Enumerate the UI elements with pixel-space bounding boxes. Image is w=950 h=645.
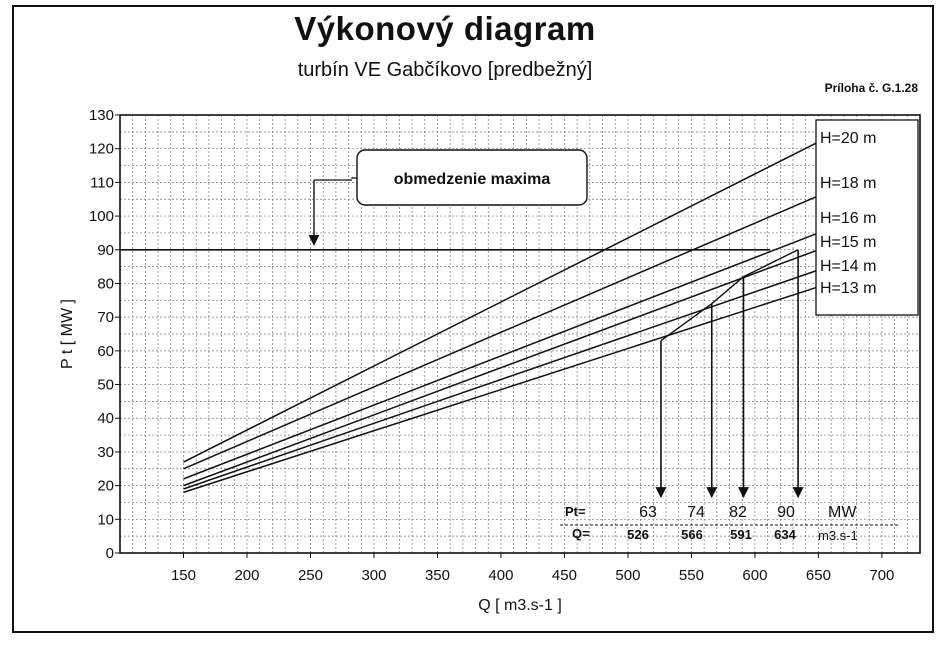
q-unit: m3.s-1 — [818, 528, 858, 543]
series-group — [183, 141, 819, 494]
attachment-label: Príloha č. G.1.28 — [824, 81, 918, 95]
series-line — [183, 249, 819, 487]
legend-label: H=20 m — [820, 130, 876, 147]
legend-box — [815, 119, 919, 316]
y-tick-label: 40 — [97, 410, 114, 427]
series-line — [183, 232, 819, 480]
q-value: 591 — [730, 527, 752, 542]
legend-label: H=14 m — [820, 258, 876, 275]
x-tick-label: 350 — [425, 567, 450, 584]
pt-value: 63 — [639, 504, 657, 521]
pt-label: Pt= — [565, 504, 586, 519]
y-tick-label: 100 — [89, 208, 114, 225]
x-tick-label: 700 — [869, 567, 894, 584]
x-tick-label: 500 — [615, 567, 640, 584]
series-line — [183, 269, 819, 490]
x-tick-label: 600 — [742, 567, 767, 584]
operating-path — [660, 249, 799, 342]
y-tick-label: 80 — [97, 275, 114, 292]
pt-value: 74 — [687, 504, 705, 521]
series-line — [183, 141, 819, 463]
legend-label: H=13 m — [820, 280, 876, 297]
pt-value: 82 — [729, 504, 747, 521]
y-tick-label: 120 — [89, 141, 114, 158]
pt-value: 90 — [777, 504, 795, 521]
series-line — [183, 286, 819, 494]
figure-frame — [12, 5, 934, 633]
legend-label: H=15 m — [820, 234, 876, 251]
x-tick-label: 150 — [171, 567, 196, 584]
grid-lines — [120, 115, 920, 553]
x-tick-label: 650 — [806, 567, 831, 584]
legend-label: H=18 m — [820, 175, 876, 192]
y-tick-label: 90 — [97, 242, 114, 259]
legend-label: H=16 m — [820, 210, 876, 227]
series-line — [183, 195, 819, 470]
page-title: Výkonový diagram — [294, 10, 596, 47]
y-tick-label: 20 — [97, 478, 114, 495]
annotation-leader — [351, 177, 357, 179]
q-value: 634 — [774, 527, 796, 542]
plot-area-border — [119, 114, 921, 554]
y-tick-label: 110 — [90, 174, 114, 191]
q-value: 526 — [627, 527, 649, 542]
x-tick-label: 550 — [679, 567, 704, 584]
y-tick-label: 10 — [97, 511, 114, 528]
x-tick-label: 250 — [298, 567, 323, 584]
x-axis-label: Q [ m3.s-1 ] — [478, 597, 562, 614]
x-tick-label: 200 — [234, 567, 259, 584]
y-tick-label: 30 — [97, 444, 114, 461]
page-subtitle: turbín VE Gabčíkovo [predbežný] — [297, 59, 593, 81]
y-tick-label: 60 — [97, 343, 114, 360]
y-tick-label: 130 — [89, 107, 114, 124]
y-tick-label: 50 — [97, 377, 114, 394]
x-tick-label: 450 — [552, 567, 577, 584]
pt-unit: MW — [828, 504, 857, 521]
x-tick-label: 400 — [488, 567, 513, 584]
annotation-label: obmedzenie maxima — [394, 171, 551, 188]
q-label: Q= — [572, 526, 590, 541]
x-tick-label: 300 — [361, 567, 386, 584]
y-tick-label: 70 — [97, 309, 114, 326]
y-axis-label: P t [ MW ] — [59, 299, 76, 369]
y-tick-label: 0 — [106, 545, 114, 562]
q-value: 566 — [681, 527, 703, 542]
